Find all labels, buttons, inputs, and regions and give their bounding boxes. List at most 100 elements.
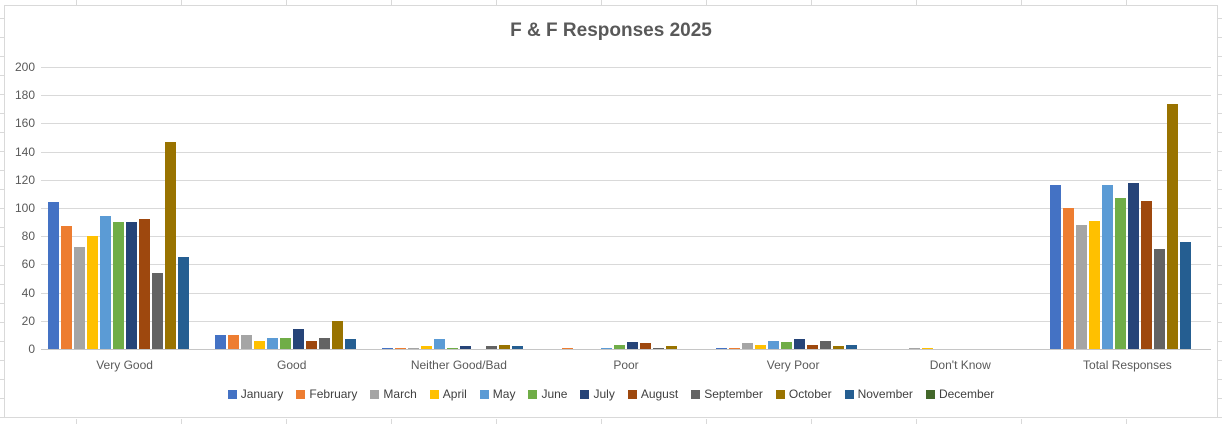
legend-swatch-january [227,389,237,399]
legend-item-september[interactable]: September [691,387,763,401]
bar-september-very-poor[interactable] [820,341,831,349]
bar-june-neither-good-bad[interactable] [447,348,458,349]
bar-january-good[interactable] [215,335,226,349]
legend-label-april: April [442,387,467,401]
legend-label-february: February [309,387,358,401]
legend-swatch-august [627,389,637,399]
bar-may-very-good[interactable] [100,216,111,349]
bar-october-poor[interactable] [666,346,677,349]
bar-january-very-poor[interactable] [716,348,727,349]
bar-august-total-responses[interactable] [1141,201,1152,349]
y-axis-tick-label-40: 40 [21,286,35,300]
bar-july-good[interactable] [293,329,304,349]
bar-july-neither-good-bad[interactable] [460,346,471,349]
bar-february-very-poor[interactable] [729,348,740,349]
bar-july-total-responses[interactable] [1128,183,1139,349]
bar-february-neither-good-bad[interactable] [395,348,406,349]
legend-swatch-february [296,389,306,399]
legend-label-december: December [938,387,995,401]
bar-march-total-responses[interactable] [1076,225,1087,349]
bar-april-very-good[interactable] [87,236,98,349]
bar-april-good[interactable] [254,341,265,349]
bar-september-poor[interactable] [653,348,664,349]
chart-title[interactable]: F & F Responses 2025 [510,20,712,41]
legend-item-january[interactable]: January [227,387,284,401]
category-label-very-good: Very Good [96,358,153,372]
bar-november-total-responses[interactable] [1180,242,1191,349]
bar-february-poor[interactable] [562,348,573,349]
gridline-180 [41,95,1211,96]
y-axis-tick-label-180: 180 [14,88,35,102]
legend-item-august[interactable]: August [627,387,678,401]
bar-march-don-t-know[interactable] [909,348,920,349]
legend-item-february[interactable]: February [296,387,357,401]
bar-february-very-good[interactable] [61,226,72,349]
legend-item-november[interactable]: November [844,387,913,401]
bar-october-very-poor[interactable] [833,346,844,349]
bar-july-poor[interactable] [627,342,638,349]
bar-may-total-responses[interactable] [1102,185,1113,349]
legend-item-december[interactable]: December [925,387,995,401]
gridline-40 [41,293,1211,294]
legend-item-june[interactable]: June [528,387,567,401]
gridline-140 [41,152,1211,153]
bar-october-neither-good-bad[interactable] [499,345,510,349]
bar-may-very-poor[interactable] [768,341,779,349]
bar-march-neither-good-bad[interactable] [408,348,419,349]
legend-swatch-november [844,389,854,399]
gridline-60 [41,264,1211,265]
bar-november-very-poor[interactable] [846,345,857,349]
legend-item-july[interactable]: July [580,387,615,401]
bar-may-poor[interactable] [601,348,612,349]
bar-june-very-good[interactable] [113,222,124,349]
category-label-poor: Poor [613,358,639,372]
bar-october-total-responses[interactable] [1167,104,1178,349]
bar-april-don-t-know[interactable] [922,348,933,349]
bar-june-poor[interactable] [614,345,625,349]
gridline-20 [41,321,1211,322]
bar-september-neither-good-bad[interactable] [486,346,497,349]
bar-march-very-good[interactable] [74,247,85,349]
legend-swatch-april [429,389,439,399]
chart-area[interactable]: F & F Responses 2025 0 20 40 60 80 100 120 140 1… [4,5,1218,418]
bar-february-total-responses[interactable] [1063,208,1074,349]
legend-label-january: January [240,387,284,401]
bar-june-very-poor[interactable] [781,342,792,349]
bar-july-very-poor[interactable] [794,339,805,349]
bar-november-neither-good-bad[interactable] [512,346,523,349]
bar-august-good[interactable] [306,341,317,349]
bar-april-very-poor[interactable] [755,345,766,349]
bar-october-very-good[interactable] [165,142,176,349]
bar-september-total-responses[interactable] [1154,249,1165,349]
bar-october-good[interactable] [332,321,343,349]
y-axis-tick-label-0: 0 [28,342,35,356]
bar-april-neither-good-bad[interactable] [421,346,432,349]
bar-january-neither-good-bad[interactable] [382,348,393,349]
bar-march-very-poor[interactable] [742,343,753,349]
legend-item-april[interactable]: April [429,387,467,401]
legend-label-october: October [788,387,832,401]
bar-march-good[interactable] [241,335,252,349]
bar-january-total-responses[interactable] [1050,185,1061,349]
bar-may-neither-good-bad[interactable] [434,339,445,349]
bar-september-good[interactable] [319,338,330,349]
bar-august-very-poor[interactable] [807,345,818,349]
bar-august-very-good[interactable] [139,219,150,349]
bar-november-very-good[interactable] [178,257,189,349]
legend-item-march[interactable]: March [370,387,417,401]
bar-july-very-good[interactable] [126,222,137,349]
bar-february-good[interactable] [228,335,239,349]
bar-november-good[interactable] [345,339,356,349]
y-axis-tick-label-140: 140 [14,145,35,159]
bar-may-good[interactable] [267,338,278,349]
legend-item-may[interactable]: May [479,387,515,401]
gridline-120 [41,180,1211,181]
legend-item-october[interactable]: October [775,387,832,401]
bar-april-total-responses[interactable] [1089,221,1100,349]
legend-swatch-october [775,389,785,399]
bar-august-poor[interactable] [640,343,651,349]
bar-june-total-responses[interactable] [1115,198,1126,349]
bar-june-good[interactable] [280,338,291,349]
bar-january-very-good[interactable] [48,202,59,349]
bar-september-very-good[interactable] [152,273,163,349]
